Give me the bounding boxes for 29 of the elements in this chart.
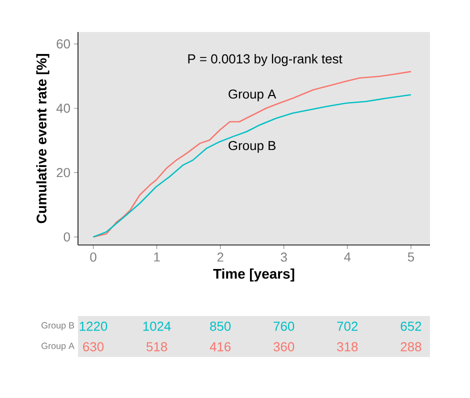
y-tick-label: 0: [64, 232, 70, 242]
y-tick-label: 60: [56, 39, 70, 48]
x-tick-label: 1: [154, 252, 160, 262]
x-axis-title: Time [years]: [213, 268, 294, 282]
x-tick-label: 4: [344, 252, 351, 262]
series-label: Group A: [228, 90, 276, 102]
data-label: 1220: [80, 322, 108, 331]
data-label: 360: [274, 342, 294, 352]
annotation: P = 0.0013 by log-rank test: [188, 54, 342, 66]
y-tick-label: 40: [56, 104, 70, 113]
data-label: 652: [400, 322, 422, 331]
data-label: 850: [210, 322, 231, 331]
data-label: 318: [337, 342, 358, 352]
y-axis-title: Cumulative event rate [%]: [36, 54, 50, 224]
data-label: 288: [400, 342, 422, 352]
y-tick-label: 20: [56, 168, 70, 178]
x-tick-label: 3: [280, 252, 287, 262]
x-tick-label: 0: [90, 252, 96, 262]
y-tick-label: Group B: [42, 322, 74, 330]
data-label: 518: [146, 342, 168, 352]
x-tick-label: 2: [217, 252, 224, 262]
data-label: 1024: [143, 322, 171, 331]
data-label: 702: [337, 322, 358, 331]
data-label: 416: [210, 342, 231, 352]
x-tick-label: 5: [408, 252, 414, 262]
data-label: 630: [83, 342, 104, 352]
series-label: Group B: [228, 140, 276, 153]
data-label: 760: [274, 322, 294, 331]
y-tick-label: Group A: [42, 342, 74, 351]
